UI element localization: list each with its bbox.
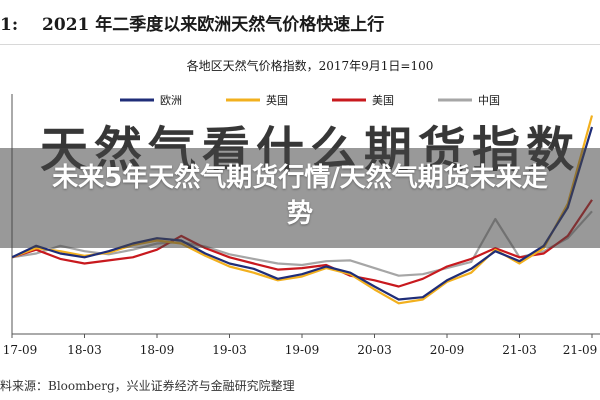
x-tick-label: 19-03 (212, 343, 247, 357)
x-tick-label: 18-09 (140, 343, 175, 357)
x-tick-label: 20-09 (430, 343, 465, 357)
series-line (11, 199, 593, 288)
series-line (11, 126, 594, 301)
legend-label: 英国 (266, 93, 288, 107)
x-tick-label: 20-03 (357, 343, 392, 357)
x-axis-ticks: 17-09 18-03 18-09 19-03 19-09 20-03 20-09 21-03… (3, 334, 598, 357)
figure-title: 2021 年二季度以来欧洲天然气价格快速上行 (42, 15, 385, 35)
overlay-banner (0, 148, 600, 248)
x-tick-label: 21-09 (563, 343, 598, 357)
chart-header: 1: 2021 年二季度以来欧洲天然气价格快速上行 (0, 0, 600, 45)
figure-number: 1: (0, 15, 19, 35)
series-line (11, 115, 594, 305)
x-tick-label: 18-03 (67, 343, 102, 357)
legend-label: 中国 (478, 94, 500, 107)
line-chart: 各地区天然气价格指数，2017年9月1日=100 欧洲 英国 美国 中国 17-09 1… (3, 58, 600, 357)
legend: 欧洲 英国 美国 中国 (120, 93, 500, 107)
series-group (11, 115, 594, 305)
x-tick-label: 17-09 (3, 343, 38, 357)
x-tick-label: 21-03 (502, 343, 537, 357)
banner-title: 未来5年天然气期货行情/天然气期货未来走势 (52, 163, 548, 229)
legend-label: 美国 (372, 94, 394, 107)
chart-title: 各地区天然气价格指数，2017年9月1日=100 (187, 58, 434, 73)
chart-area: 各地区天然气价格指数，2017年9月1日=100 欧洲 英国 美国 中国 17-09 1… (0, 44, 600, 372)
chart-header-title: 1: 2021 年二季度以来欧洲天然气价格快速上行 (0, 10, 384, 35)
legend-label: 欧洲 (160, 94, 182, 107)
x-tick-label: 19-09 (285, 343, 320, 357)
source-note: 料来源：Bloomberg，兴业证券经济与金融研究院整理 (0, 379, 295, 393)
